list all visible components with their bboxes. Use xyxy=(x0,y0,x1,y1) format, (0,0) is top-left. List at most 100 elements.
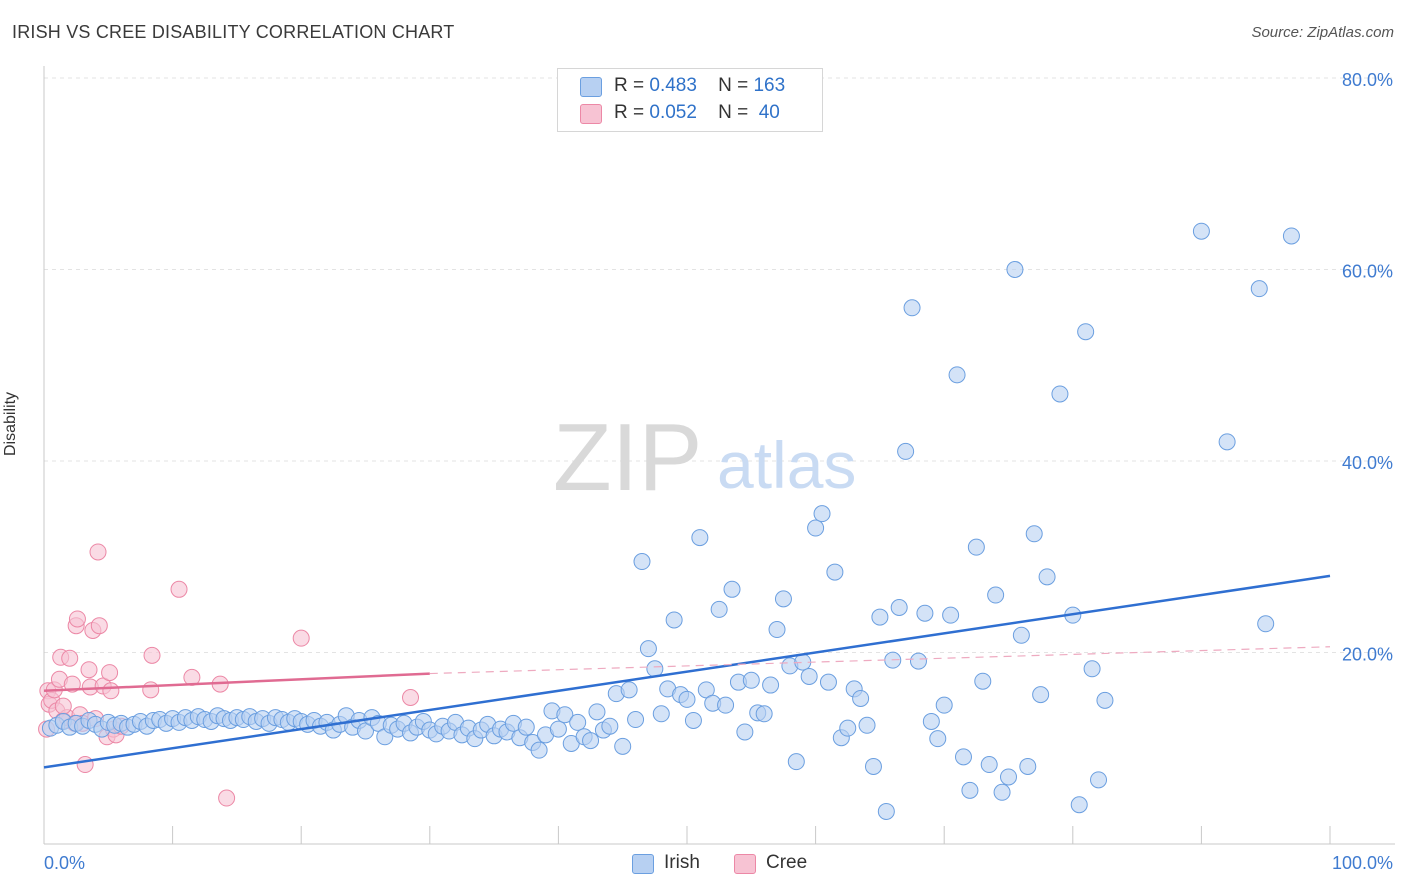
watermark-zip: ZIP xyxy=(553,404,702,511)
trend-lines xyxy=(43,574,1331,769)
irish-point xyxy=(1051,385,1069,403)
r-label: R = xyxy=(614,102,645,123)
irish-points xyxy=(41,222,1300,820)
irish-point xyxy=(826,563,844,581)
irish-point xyxy=(974,672,992,690)
x-tick-label: 0.0% xyxy=(44,853,85,873)
r-value-cree: 0.052 xyxy=(649,102,697,123)
irish-point xyxy=(1070,796,1088,814)
irish-point xyxy=(807,519,825,537)
irish-point xyxy=(1077,323,1095,341)
irish-point xyxy=(980,756,998,774)
cree-point xyxy=(101,664,119,682)
irish-point xyxy=(871,608,889,626)
irish-point xyxy=(864,757,882,775)
irish-point xyxy=(922,712,940,730)
irish-point xyxy=(1250,280,1268,298)
irish-point xyxy=(877,802,895,820)
irish-point xyxy=(582,732,600,750)
cree-swatch xyxy=(580,104,602,124)
cree-point xyxy=(142,681,160,699)
irish-point xyxy=(691,529,709,547)
n-label: N = xyxy=(718,102,749,123)
n-value-irish: 163 xyxy=(753,75,786,96)
irish-point xyxy=(897,442,915,460)
n-label: N = xyxy=(718,75,749,96)
source-credit: Source: ZipAtlas.com xyxy=(1251,24,1394,41)
irish-point xyxy=(774,590,792,608)
irish-point xyxy=(742,671,760,689)
irish-point xyxy=(620,681,638,699)
irish-point xyxy=(755,705,773,723)
cree-point xyxy=(170,580,188,598)
x-tick-label: 100.0% xyxy=(1332,853,1393,873)
irish-point xyxy=(549,720,567,738)
cree-point xyxy=(54,697,72,715)
cree-point xyxy=(90,617,108,635)
cree-point xyxy=(402,689,420,707)
cree-point xyxy=(292,629,310,647)
irish-point xyxy=(736,723,754,741)
y-tick-label: 40.0% xyxy=(1342,453,1393,473)
irish-point xyxy=(787,753,805,771)
irish-point xyxy=(1192,222,1210,240)
correlation-legend: R = 0.483 N = 163 R = 0.052 N = 40 xyxy=(557,68,823,132)
cree-point xyxy=(61,649,79,667)
irish-point xyxy=(954,748,972,766)
cree-points xyxy=(38,543,420,807)
cree-point xyxy=(80,661,98,679)
irish-trend-line xyxy=(43,574,1331,769)
irish-point xyxy=(678,690,696,708)
irish-point xyxy=(993,783,1011,801)
cree-point xyxy=(218,789,236,807)
irish-point xyxy=(916,604,934,622)
irish-point xyxy=(1019,757,1037,775)
irish-point xyxy=(652,705,670,723)
irish-point xyxy=(710,600,728,618)
cree-trend-extension xyxy=(429,646,1331,675)
irish-point xyxy=(1090,771,1108,789)
irish-point xyxy=(935,696,953,714)
irish-swatch xyxy=(580,77,602,97)
irish-point xyxy=(569,713,587,731)
irish-point xyxy=(684,711,702,729)
cree-point xyxy=(68,610,86,628)
irish-point xyxy=(903,299,921,317)
grid-lines xyxy=(44,77,1395,653)
irish-swatch xyxy=(632,854,654,874)
irish-point xyxy=(614,737,632,755)
irish-point xyxy=(517,718,535,736)
irish-legend-label: Irish xyxy=(664,852,700,873)
legend-row-irish: R = 0.483 N = 163 xyxy=(580,75,785,101)
irish-point xyxy=(588,703,606,721)
irish-point xyxy=(1096,691,1114,709)
tick-labels: 20.0% 40.0% 60.0% 80.0% 0.0% 100.0% xyxy=(44,70,1393,873)
cree-point xyxy=(76,756,94,774)
r-value-irish: 0.483 xyxy=(649,75,697,96)
legend-row-cree: R = 0.052 N = 40 xyxy=(580,102,780,128)
irish-point xyxy=(890,598,908,616)
irish-point xyxy=(1083,660,1101,678)
irish-point xyxy=(909,652,927,670)
irish-point xyxy=(1218,433,1236,451)
axes xyxy=(43,66,1395,845)
irish-point xyxy=(929,730,947,748)
cree-trend-line xyxy=(43,672,430,693)
cree-point xyxy=(63,675,81,693)
watermark-atlas: atlas xyxy=(717,428,856,502)
irish-point xyxy=(800,667,818,685)
chart-title: IRISH VS CREE DISABILITY CORRELATION CHA… xyxy=(12,22,455,42)
irish-point xyxy=(1006,261,1024,278)
irish-point xyxy=(762,676,780,694)
irish-point xyxy=(858,716,876,734)
r-label: R = xyxy=(614,75,645,96)
irish-point xyxy=(852,689,870,707)
y-tick-label: 60.0% xyxy=(1342,262,1393,282)
irish-point xyxy=(1282,227,1300,245)
irish-point xyxy=(967,538,985,556)
cree-legend-label: Cree xyxy=(766,852,808,873)
y-tick-label: 20.0% xyxy=(1342,645,1393,665)
irish-point xyxy=(987,586,1005,604)
irish-point xyxy=(556,706,574,724)
